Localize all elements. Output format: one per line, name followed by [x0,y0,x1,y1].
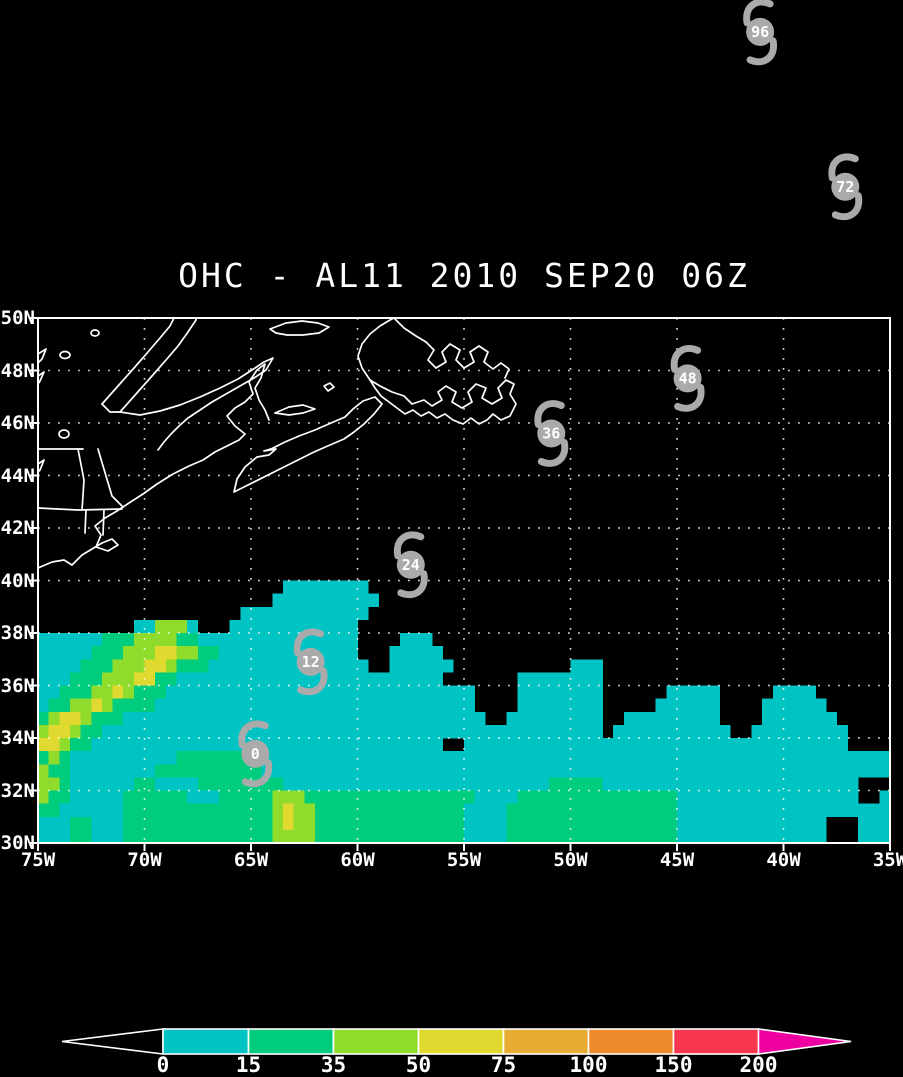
lon-tick-label: 50W [553,849,588,871]
coastline-nova-scotia [233,396,383,493]
border-ma [37,507,123,511]
border-ct [84,509,87,534]
colorbar-high-arrow [757,1028,852,1055]
colorbar [61,1028,852,1055]
coastline-st-lawrence-south [119,317,197,413]
tropical-cyclone-icon-h96: 96 [743,0,778,66]
coastline-newfoundland-west [357,317,395,381]
lon-tick-label: 40W [766,849,801,871]
axis-ticks [30,317,891,851]
lon-tick-label: 45W [659,849,695,871]
ohc-field-raster [38,580,891,844]
coastline-newfoundland-south [369,379,517,425]
lat-tick-label: 40N [0,569,35,592]
coastline-anticosti [269,320,330,336]
colorbar-tick-label: 150 [654,1053,693,1077]
storm-track-symbols: 0 12 24 36 48 72 96 [238,0,863,788]
tropical-cyclone-icon-h48: 48 [670,345,705,412]
tropical-cyclone-icon-h36: 36 [534,400,569,467]
lat-tick-label: 36N [0,674,35,697]
lat-tick-label: 44N [0,464,35,487]
lat-tick-label: 46N [0,412,35,434]
tropical-cyclone-icon-h24: 24 [393,531,428,599]
latlon-grid [38,318,890,843]
colorbar-tick-label: 15 [235,1053,262,1077]
lat-tick-label: 32N [0,779,35,802]
colorbar-segment [502,1028,590,1055]
coastline-river-head [101,403,121,413]
lat-tick-label: 48N [0,359,35,382]
lake-icon [90,329,100,337]
lon-tick-label: 55W [446,849,482,871]
lon-tick-label: 35W [872,849,903,871]
coastline-newfoundland-east [393,317,510,379]
coastline-magdalen [323,382,335,392]
lat-tick-label: 42N [0,517,35,539]
lon-tick-label: 75W [20,849,56,871]
coastline-st-lawrence-north [101,317,175,405]
lake-icon [58,429,70,439]
forecast-hour-label: 36 [542,425,560,443]
coastline-gaspe [119,357,274,451]
lat-tick-label: 38N [0,622,35,644]
colorbar-segment [672,1028,760,1055]
border-ri [102,509,105,536]
forecast-hour-label: 24 [402,556,420,574]
coastline-bay-of-fundy [226,363,270,435]
colorbar-low-arrow [61,1028,164,1055]
lat-tick-label: 34N [0,727,35,749]
tropical-cyclone-icon-h0: 0 [238,720,273,788]
tropical-cyclone-icon-h12: 12 [293,628,328,696]
forecast-hour-label: 96 [751,23,769,41]
lon-tick-label: 70W [127,849,162,871]
coastline-left-edge [37,348,47,364]
coastline-us-northeast [37,433,246,569]
border-nh-me [97,448,123,507]
colorbar-segment [162,1028,250,1055]
plot-title: OHC - AL11 2010 SEP20 06Z [178,256,750,295]
colorbar-tick-label: 35 [320,1053,347,1077]
forecast-hour-label: 48 [679,369,697,387]
lat-tick-label: 30N [0,832,35,854]
colorbar-tick-label: 100 [569,1053,608,1077]
colorbar-tick-label: 50 [405,1053,432,1077]
tropical-cyclone-icon-h72: 72 [828,153,863,221]
forecast-hour-label: 0 [251,745,260,763]
lon-tick-label: 65W [233,849,269,871]
colorbar-segment [332,1028,420,1055]
colorbar-tick-label: 0 [156,1053,170,1077]
border-vt-nh [77,448,85,511]
coastline-pei [274,404,316,416]
colorbar-segment [247,1028,335,1055]
colorbar-tick-label: 200 [739,1053,778,1077]
forecast-hour-label: 12 [302,653,320,671]
lon-tick-label: 60W [340,849,375,871]
lat-tick-label: 50N [0,307,35,329]
colorbar-segment [417,1028,505,1055]
colorbar-tick-label: 75 [490,1053,517,1077]
forecast-hour-label: 72 [836,178,854,196]
lake-icon [59,350,71,360]
colorbar-segment [587,1028,675,1055]
coastlines [37,317,517,569]
